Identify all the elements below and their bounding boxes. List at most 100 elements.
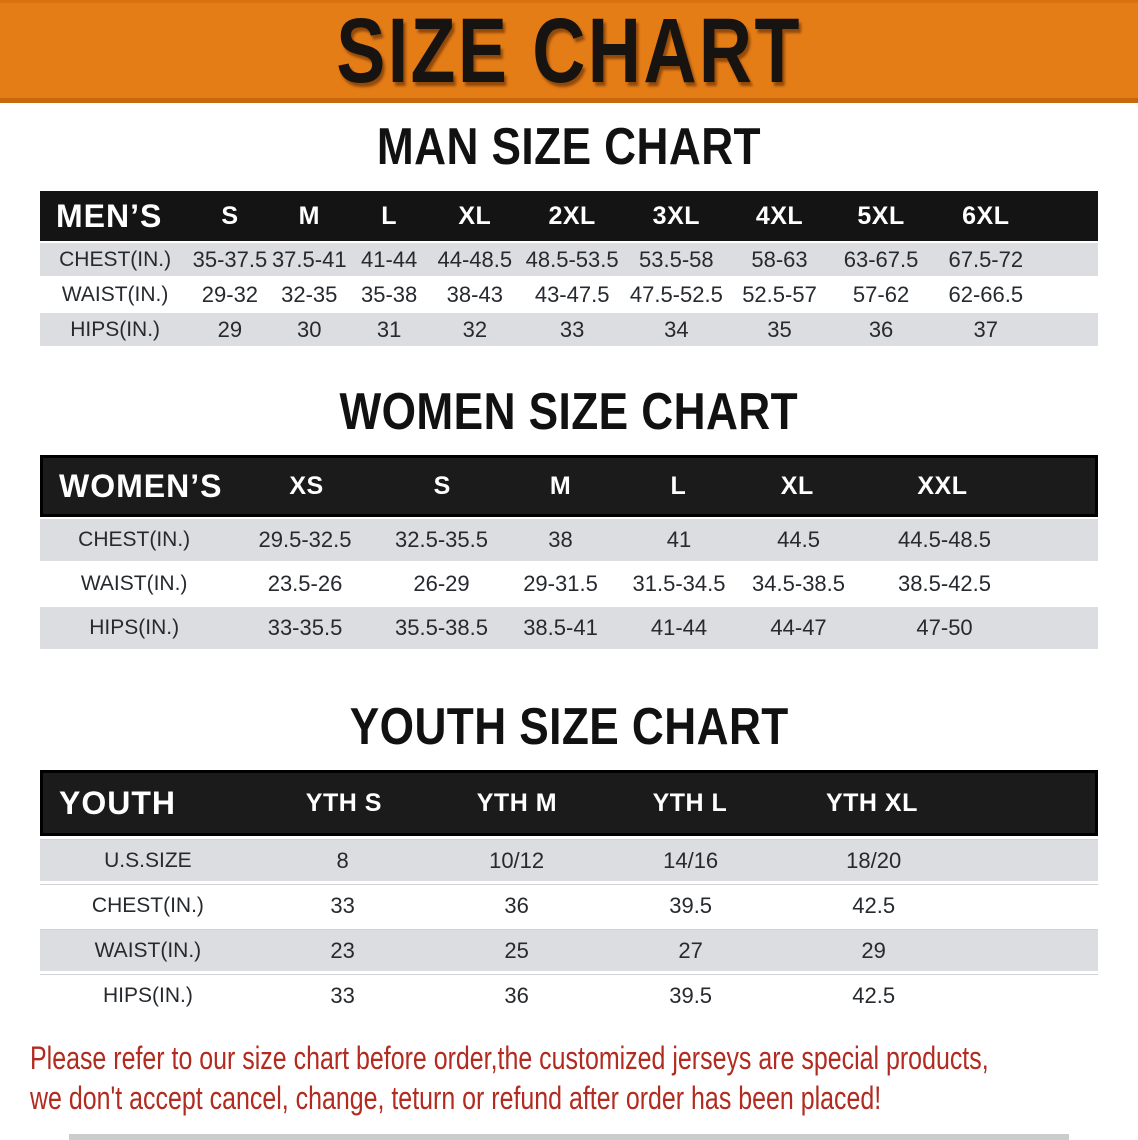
men-size-table: MEN’S S M L XL 2XL 3XL 4XL 5XL 6XL CHEST(IN.) 35-37…: [40, 191, 1098, 346]
value-cell: 35: [767, 316, 792, 342]
measurement-row: U.S.SIZE 8 10/12 14/16 18/20: [40, 839, 1098, 881]
value-cell: 33: [559, 316, 585, 342]
men-section-heading-text: MAN SIZE CHART: [376, 118, 762, 176]
value-cell: 26-29: [413, 571, 470, 596]
value-cell: 37: [973, 316, 999, 342]
measurement-row: HIPS(IN.) 29 30 31 32 33 34 35 36 37: [40, 313, 1098, 346]
table-header-row: YOUTH YTH S YTH M YTH L YTH XL: [40, 770, 1098, 836]
size-header-cell: 4XL: [755, 201, 804, 230]
value-cell: 18/20: [846, 847, 902, 873]
value-cell: 35-37.5: [192, 246, 268, 272]
row-label-cell: WAIST(IN.): [80, 572, 188, 595]
value-cell: 47-50: [916, 615, 973, 640]
women-section-heading: WOMEN SIZE CHART: [0, 382, 1138, 442]
size-header-cell: 6XL: [962, 201, 1010, 230]
value-cell: 38.5-42.5: [898, 571, 992, 596]
size-header-cell: XL: [458, 201, 492, 230]
measurement-row: WAIST(IN.) 23.5-26 26-29 29-31.5 31.5-34.5 34…: [40, 563, 1098, 605]
size-header-cell: YTH S: [305, 788, 382, 817]
value-cell: 41: [666, 527, 692, 552]
youth-size-table: YOUTH YTH S YTH M YTH L YTH XL U.S.SIZE 8 10/12…: [40, 770, 1098, 1016]
size-header-cell: XS: [289, 471, 324, 500]
value-cell: 25: [504, 937, 529, 963]
row-label-cell: HIPS(IN.): [102, 983, 193, 1007]
value-cell: 33: [330, 982, 355, 1008]
size-header-cell: YTH XL: [825, 788, 918, 817]
measurement-row: WAIST(IN.) 29-32 32-35 35-38 38-43 43-47.5 47.…: [40, 278, 1098, 311]
value-cell: 48.5-53.5: [525, 246, 619, 272]
value-cell: 41-44: [360, 246, 418, 272]
row-label-cell: CHEST(IN.): [59, 247, 172, 271]
value-cell: 32.5-35.5: [395, 527, 488, 552]
disclaimer-text: Please refer to our size chart before or…: [30, 1038, 1138, 1118]
size-header-cell: XXL: [917, 471, 968, 500]
measurement-row: HIPS(IN.) 33-35.5 35.5-38.5 38.5-41 41-44 44-…: [40, 607, 1098, 649]
measurement-row: CHEST(IN.) 29.5-32.5 32.5-35.5 38 41 44.5 44.5…: [40, 519, 1098, 561]
value-cell: 29-32: [201, 281, 259, 307]
value-cell: 31.5-34.5: [632, 571, 726, 596]
table-header-row: WOMEN’S XS S M L XL XXL: [40, 455, 1098, 517]
value-cell: 52.5-57: [742, 281, 817, 307]
table-title-cell: YOUTH: [59, 784, 176, 821]
value-cell: 10/12: [489, 847, 545, 873]
value-cell: 33: [330, 892, 355, 918]
value-cell: 31: [376, 316, 402, 342]
value-cell: 34: [664, 316, 689, 342]
value-cell: 23: [330, 937, 355, 963]
table-title-cell: WOMEN’S: [59, 467, 223, 504]
men-section: MAN SIZE CHART MEN’S S M L XL 2XL 3XL 4XL 5XL 6XL…: [0, 117, 1138, 346]
value-cell: 44-48.5: [437, 246, 513, 272]
size-header-cell: YTH L: [652, 788, 728, 817]
measurement-row: HIPS(IN.) 33 36 39.5 42.5: [40, 974, 1098, 1016]
measurement-row: CHEST(IN.) 35-37.5 37.5-41 41-44 44-48.5 48.5…: [40, 243, 1098, 276]
size-chart-banner: SIZE CHART: [0, 0, 1138, 103]
value-cell: 57-62: [852, 281, 910, 307]
value-cell: 34.5-38.5: [752, 571, 846, 596]
measurement-row: CHEST(IN.) 33 36 39.5 42.5: [40, 884, 1098, 926]
row-label-cell: CHEST(IN.): [78, 528, 191, 551]
men-section-heading: MAN SIZE CHART: [0, 117, 1138, 177]
value-cell: 42.5: [852, 892, 896, 918]
value-cell: 35.5-38.5: [395, 615, 488, 640]
value-cell: 63-67.5: [843, 246, 919, 272]
row-label-cell: WAIST(IN.): [94, 938, 202, 962]
youth-section: YOUTH SIZE CHART YOUTH YTH S YTH M YTH L YTH…: [0, 697, 1138, 1016]
size-header-cell: 3XL: [652, 201, 701, 230]
value-cell: 44.5-48.5: [898, 527, 992, 552]
page-title: SIZE CHART: [336, 0, 802, 102]
row-label-cell: WAIST(IN.): [61, 282, 169, 306]
value-cell: 43-47.5: [534, 281, 610, 307]
value-cell: 29-31.5: [523, 571, 598, 596]
value-cell: 29: [217, 316, 243, 342]
value-cell: 29: [861, 937, 886, 963]
value-cell: 32: [462, 316, 488, 342]
value-cell: 14/16: [663, 847, 719, 873]
youth-section-heading-text: YOUTH SIZE CHART: [349, 698, 789, 756]
size-header-cell: L: [670, 471, 687, 500]
value-cell: 47.5-52.5: [629, 281, 723, 307]
value-cell: 36: [868, 316, 894, 342]
value-cell: 36: [504, 982, 529, 1008]
value-cell: 38: [548, 527, 573, 552]
table-header-row: MEN’S S M L XL 2XL 3XL 4XL 5XL 6XL: [40, 191, 1098, 241]
bottom-divider: [69, 1134, 1069, 1140]
row-label-cell: U.S.SIZE: [104, 848, 192, 872]
value-cell: 62-66.5: [948, 281, 1024, 307]
value-cell: 42.5: [852, 982, 896, 1008]
disclaimer-line-2: we don't accept cancel, change, teturn o…: [30, 1080, 882, 1116]
row-label-cell: HIPS(IN.): [89, 616, 180, 639]
value-cell: 27: [678, 937, 703, 963]
value-cell: 30: [297, 316, 322, 342]
row-label-cell: HIPS(IN.): [70, 317, 161, 341]
size-header-cell: S: [221, 201, 239, 230]
size-header-cell: 2XL: [548, 201, 596, 230]
value-cell: 44-47: [770, 615, 827, 640]
value-cell: 38-43: [446, 281, 503, 307]
size-header-cell: 5XL: [857, 201, 905, 230]
value-cell: 53.5-58: [639, 246, 714, 272]
value-cell: 37.5-41: [271, 246, 347, 272]
value-cell: 67.5-72: [948, 246, 1024, 272]
value-cell: 35-38: [360, 281, 418, 307]
women-section-heading-text: WOMEN SIZE CHART: [339, 383, 799, 441]
value-cell: 32-35: [281, 281, 338, 307]
